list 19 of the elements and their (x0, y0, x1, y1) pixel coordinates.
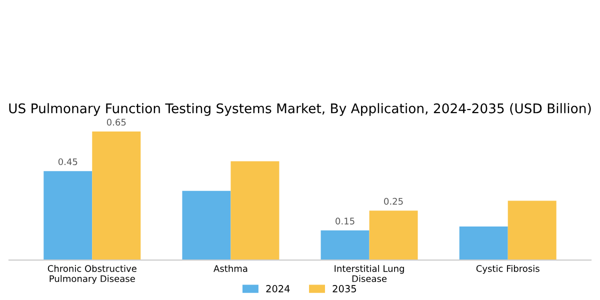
bar (44, 171, 92, 260)
bar (459, 226, 508, 260)
x-tick-label: Interstitial Lung Disease (334, 264, 404, 282)
bar (369, 210, 418, 260)
legend-label: 2035 (332, 285, 356, 292)
bar (182, 190, 231, 260)
bar (230, 161, 280, 260)
x-tick-label: Cystic Fibrosis (476, 264, 540, 274)
bar (320, 230, 370, 260)
data-label: 0.25 (384, 198, 403, 205)
data-label: 0.65 (106, 118, 126, 126)
data-label: 0.15 (336, 218, 354, 225)
data-label: 0.45 (58, 158, 78, 166)
bar (92, 132, 141, 260)
chart-title: US Pulmonary Function Testing Systems Market, By Application, 2024-2035 (USD Billion) (9, 103, 591, 116)
bar (508, 200, 556, 260)
x-tick-label: Chronic Obstructive Pulmonary Disease (48, 264, 136, 284)
legend-label: 2024 (266, 285, 290, 292)
x-tick-label: Asthma (214, 264, 248, 272)
